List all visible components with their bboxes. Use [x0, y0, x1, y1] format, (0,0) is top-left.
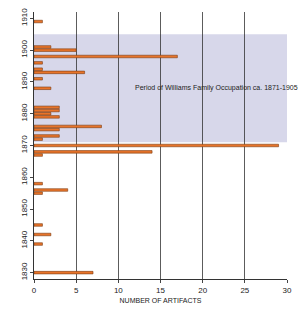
svg-text:1900: 1900: [20, 39, 29, 57]
svg-text:1850: 1850: [20, 198, 29, 216]
svg-text:1910: 1910: [20, 8, 29, 26]
svg-text:1870: 1870: [20, 135, 29, 153]
svg-text:NUMBER OF ARTIFACTS: NUMBER OF ARTIFACTS: [120, 297, 202, 304]
svg-text:1830: 1830: [20, 262, 29, 280]
svg-text:30: 30: [283, 286, 292, 295]
svg-text:15: 15: [156, 286, 165, 295]
svg-text:20: 20: [198, 286, 207, 295]
svg-text:1890: 1890: [20, 71, 29, 89]
svg-text:5: 5: [74, 286, 79, 295]
svg-text:25: 25: [240, 286, 249, 295]
svg-text:0: 0: [32, 286, 37, 295]
svg-text:Period of Williams Family Occu: Period of Williams Family Occupation ca.…: [135, 84, 298, 92]
svg-text:10: 10: [114, 286, 123, 295]
svg-text:1860: 1860: [20, 167, 29, 185]
svg-text:1880: 1880: [20, 103, 29, 121]
svg-text:1840: 1840: [20, 230, 29, 248]
